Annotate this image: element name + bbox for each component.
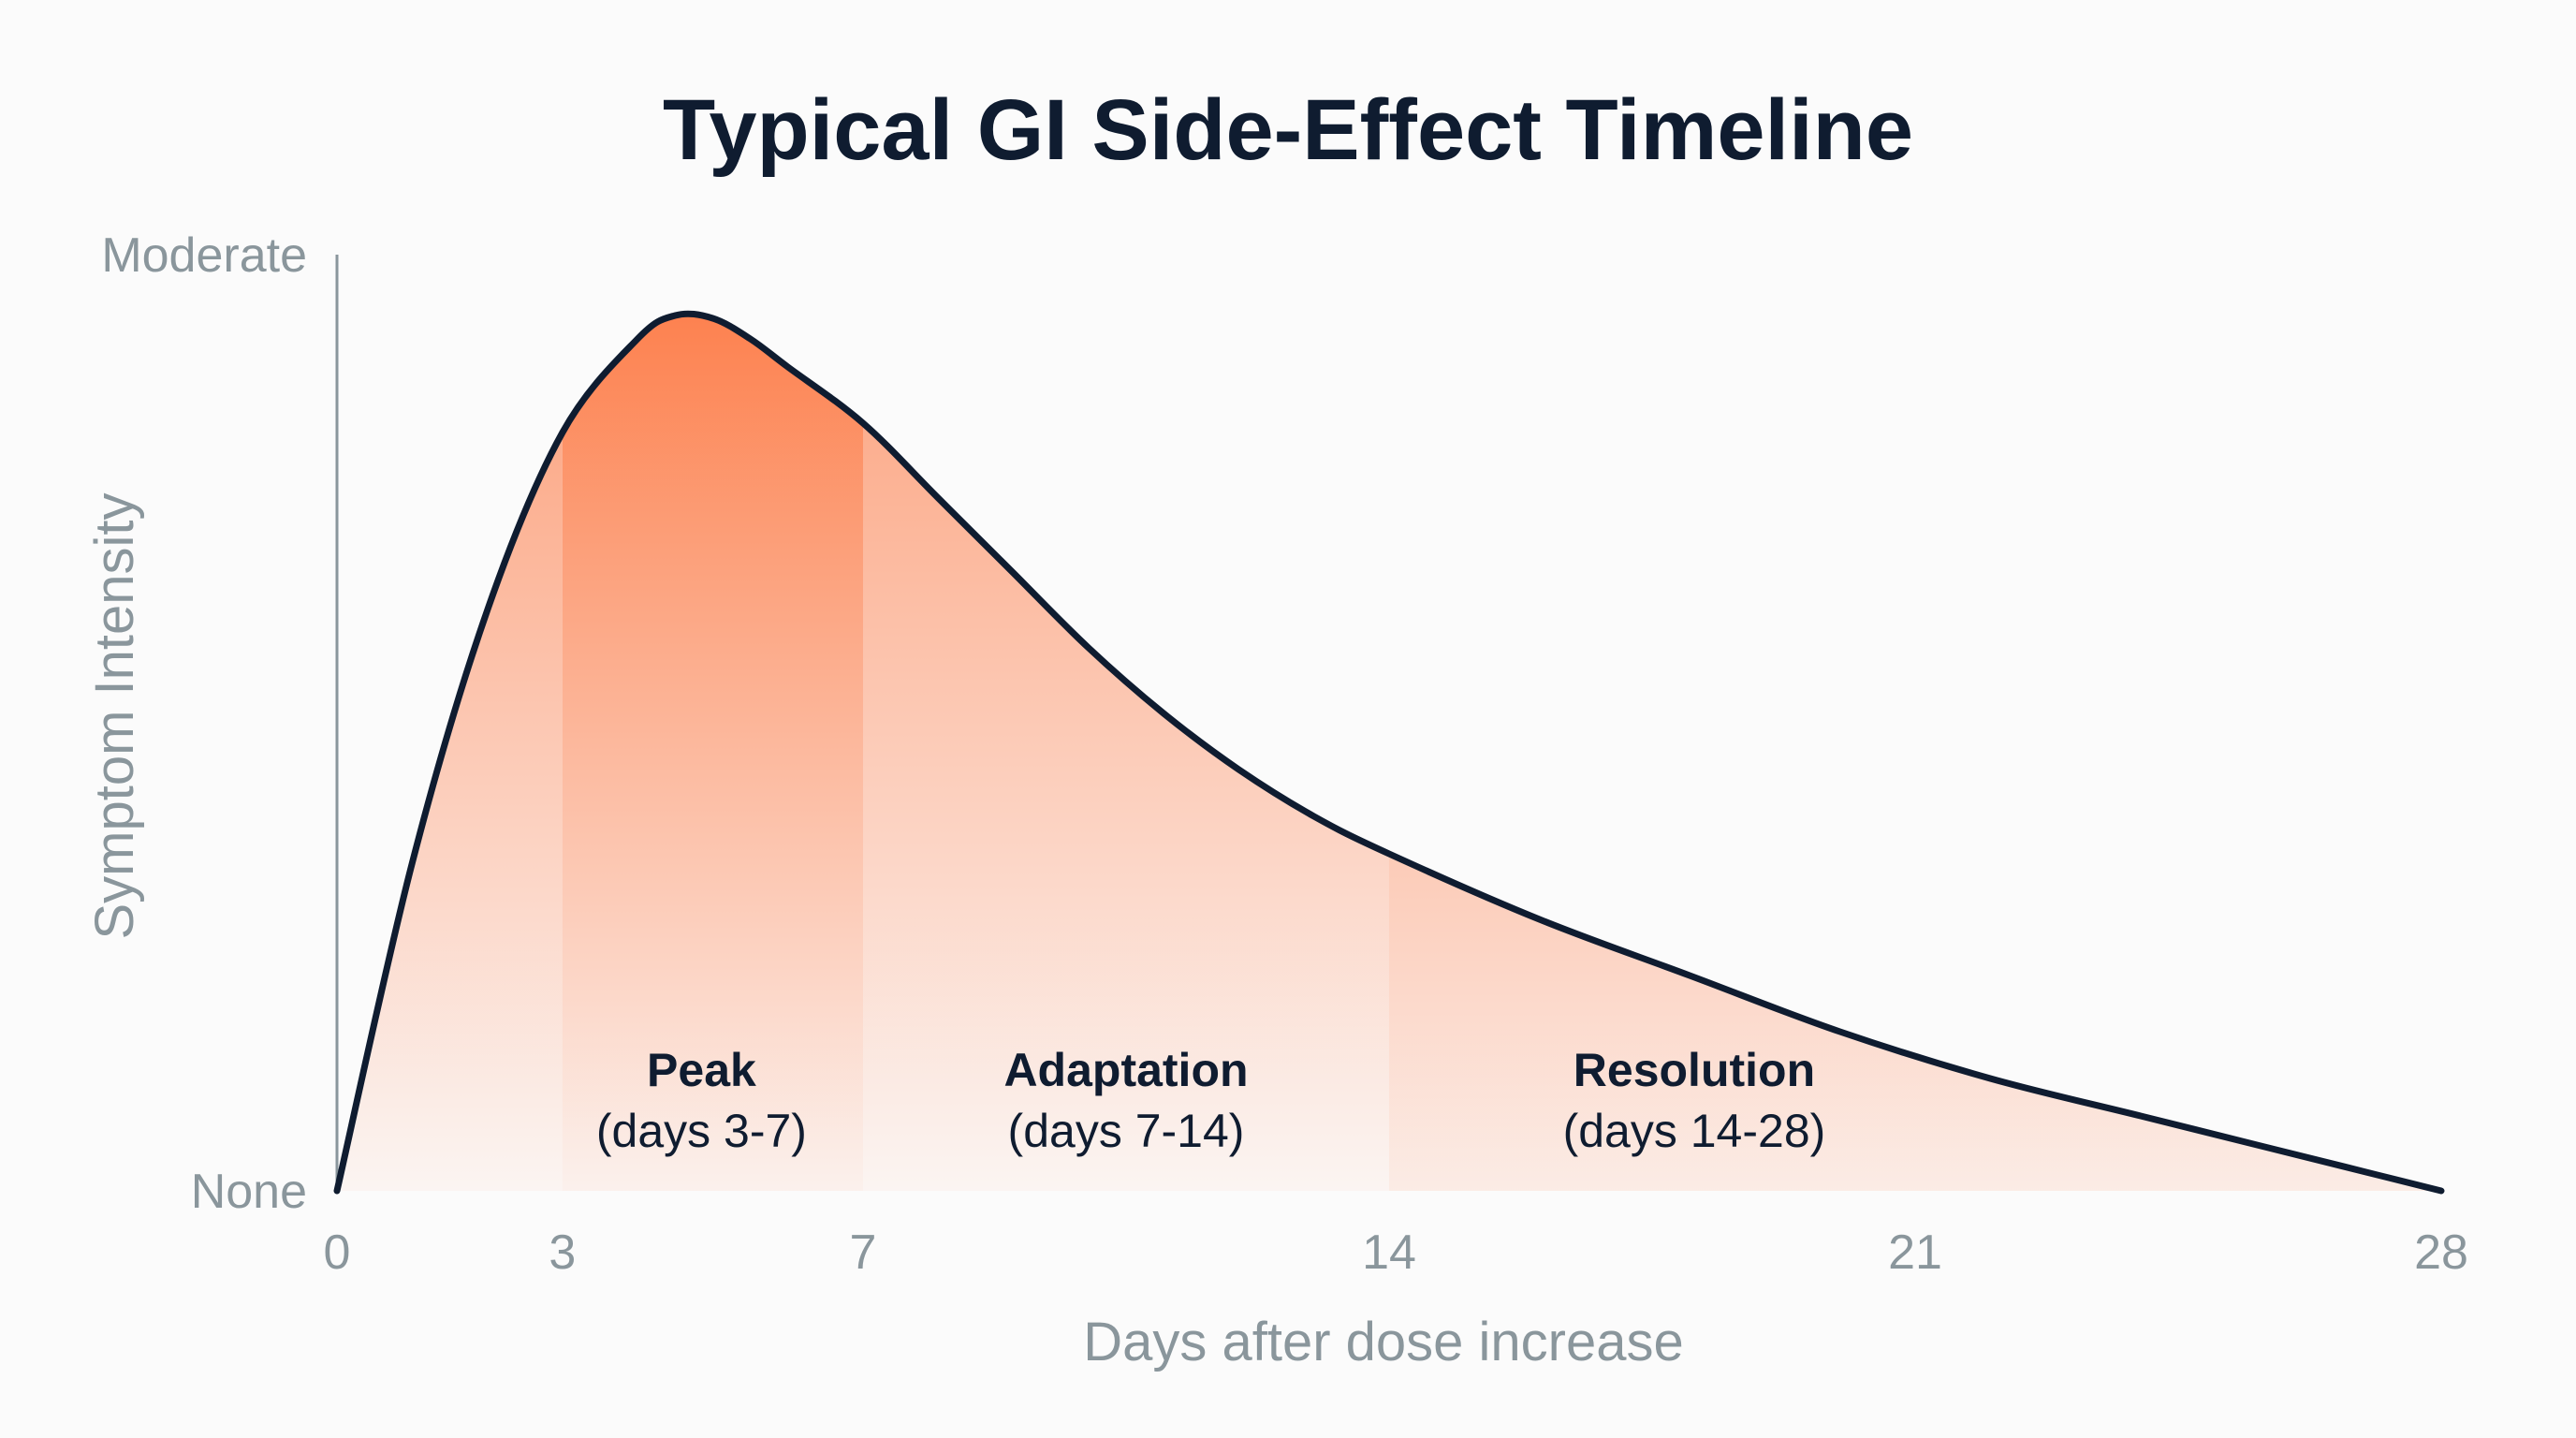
phase-range-resolution: (days 14-28)	[1563, 1105, 1826, 1157]
phase-label-adaptation: Adaptation	[1003, 1044, 1248, 1096]
phase-labels: Peak (days 3-7) Adaptation (days 7-14) Resol…	[596, 1044, 1825, 1157]
x-tick-label: 28	[2414, 1225, 2468, 1280]
phase-range-adaptation: (days 7-14)	[1008, 1105, 1245, 1157]
x-tick-label: 0	[324, 1225, 351, 1280]
y-tick-label: None	[191, 1165, 307, 1219]
y-tick-label: Moderate	[101, 228, 307, 283]
phase-range-peak: (days 3-7)	[596, 1105, 807, 1157]
y-tick-labels: None Moderate	[101, 228, 307, 1219]
area-segment-resolution	[1389, 314, 2441, 1191]
chart-title: Typical GI Side-Effect Timeline	[663, 82, 1913, 178]
x-tick-labels: 0 3 7 14 21 28	[324, 1225, 2468, 1280]
phase-label-peak: Peak	[647, 1044, 756, 1096]
phase-label-resolution: Resolution	[1573, 1044, 1815, 1096]
x-tick-label: 21	[1888, 1225, 1942, 1280]
x-tick-label: 7	[850, 1225, 877, 1280]
area-segment-peak	[562, 314, 863, 1191]
x-tick-label: 14	[1362, 1225, 1416, 1280]
intensity-curve	[333, 310, 2445, 1195]
x-tick-label: 3	[549, 1225, 576, 1280]
x-axis-label: Days after dose increase	[1083, 1312, 1684, 1372]
y-axis-label: Symptom Intensity	[84, 492, 145, 939]
